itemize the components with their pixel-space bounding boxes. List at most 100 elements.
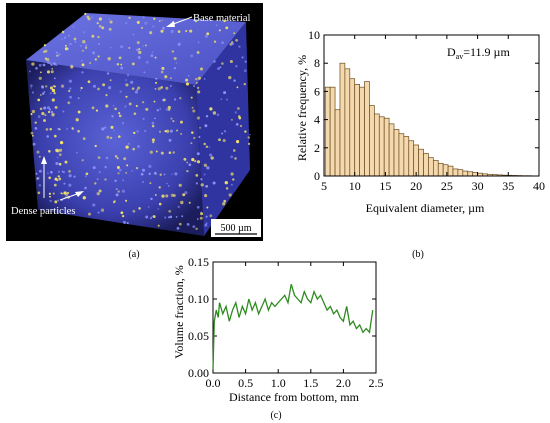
histogram-chart: Relative frequency, % Equivalent diamete… — [295, 28, 545, 215]
particle-speckle — [49, 92, 52, 95]
particle-speckle — [197, 76, 201, 80]
particle-speckle — [185, 29, 188, 33]
particle-speckle — [106, 72, 110, 75]
histogram-bar — [398, 133, 405, 177]
particle-speckle — [69, 95, 72, 99]
volume-fraction-series-line — [212, 284, 374, 370]
particle-speckle — [241, 56, 244, 59]
particle-speckle — [55, 148, 59, 153]
particle-speckle — [46, 135, 50, 138]
particle-speckle — [224, 181, 228, 185]
particle-speckle — [44, 114, 47, 117]
particle-speckle — [114, 179, 117, 182]
histogram-bar — [467, 171, 473, 177]
particle-speckle — [167, 105, 171, 110]
particle-speckle — [88, 212, 91, 216]
particle-speckle — [179, 96, 182, 100]
particle-speckle — [38, 169, 42, 173]
particle-speckle — [57, 175, 60, 178]
particle-speckle — [32, 142, 36, 146]
particle-speckle — [159, 130, 161, 133]
particle-speckle — [205, 222, 208, 225]
particle-speckle — [51, 88, 56, 93]
particle-speckle — [189, 29, 193, 33]
particle-speckle — [212, 181, 216, 185]
volume-fraction-axes: 0.0 0.5 1.0 1.5 2.0 2.5 0.00 0.05 0.10 0.15 — [188, 255, 384, 390]
particle-speckle — [232, 149, 236, 152]
histogram-bar — [457, 169, 464, 177]
particle-speckle — [236, 140, 240, 144]
particle-speckle — [45, 128, 49, 131]
particle-speckle — [180, 120, 183, 124]
particle-speckle — [118, 168, 122, 172]
particle-speckle — [37, 115, 41, 118]
particle-speckle — [35, 66, 38, 70]
particle-speckle — [115, 188, 118, 191]
histogram-bar — [472, 172, 478, 177]
particle-speckle — [136, 20, 140, 24]
particle-speckle — [243, 82, 247, 86]
particle-speckle — [132, 147, 136, 151]
particle-speckle — [163, 173, 166, 176]
histogram-bar — [374, 113, 380, 177]
histogram-ytick-label: 0 — [314, 169, 320, 183]
particle-speckle — [154, 194, 157, 196]
particle-speckle — [35, 172, 38, 175]
particle-speckle — [195, 182, 198, 185]
particle-speckle — [221, 132, 224, 135]
particle-speckle — [166, 182, 168, 185]
particle-speckle — [175, 216, 178, 218]
particle-speckle — [56, 179, 59, 182]
particle-speckle — [102, 83, 106, 87]
histogram-mean-annotation: Dav=11.9 µm — [447, 45, 510, 61]
particle-speckle — [168, 151, 172, 154]
particle-speckle — [203, 78, 206, 80]
particle-speckle — [114, 107, 117, 111]
particle-speckle — [39, 94, 42, 96]
particle-speckle — [131, 62, 135, 66]
histogram-xtick-label: 5 — [321, 179, 327, 193]
volume-fraction-ytick-label: 0.15 — [188, 255, 209, 269]
particle-speckle — [80, 59, 83, 62]
particle-speckle — [161, 19, 164, 22]
particle-speckle — [133, 131, 136, 135]
particle-speckle — [168, 108, 171, 111]
particle-speckle — [91, 34, 95, 38]
particle-speckle — [109, 79, 112, 82]
particle-speckle — [37, 191, 41, 195]
particle-speckle — [38, 63, 42, 67]
particle-speckle — [161, 66, 165, 70]
particle-speckle — [249, 133, 251, 136]
particle-speckle — [80, 45, 83, 47]
particle-speckle — [51, 113, 55, 117]
particle-speckle — [194, 20, 198, 23]
particle-speckle — [152, 215, 156, 219]
particle-speckle — [97, 42, 100, 45]
mean-annotation-subscript: av — [456, 52, 464, 61]
volume-fraction-xtick-label: 1.0 — [271, 376, 286, 390]
particle-speckle — [66, 191, 70, 195]
particle-speckle — [142, 16, 145, 19]
particle-speckle — [247, 136, 251, 139]
histogram-bar — [437, 162, 444, 177]
particle-speckle — [235, 65, 238, 68]
particle-speckle — [96, 22, 99, 25]
particle-speckle — [151, 121, 155, 125]
cube-right-face — [196, 22, 250, 236]
annotation-base-material: Base material — [166, 13, 251, 27]
dense-particles-label: Dense particles — [11, 206, 75, 217]
particle-speckle — [173, 194, 176, 197]
particle-speckle — [177, 205, 180, 209]
particle-speckle — [203, 173, 206, 176]
base-material-arrowhead — [166, 21, 175, 27]
particle-speckle — [195, 77, 198, 81]
particle-speckle — [86, 15, 90, 19]
particle-speckle — [112, 105, 115, 107]
particle-speckle — [142, 181, 145, 183]
particle-speckle — [188, 163, 192, 167]
histogram-bar — [339, 62, 346, 177]
particle-speckle — [109, 20, 113, 24]
particle-speckle — [104, 178, 107, 181]
particle-speckle — [195, 81, 198, 84]
particle-speckle — [152, 141, 155, 144]
